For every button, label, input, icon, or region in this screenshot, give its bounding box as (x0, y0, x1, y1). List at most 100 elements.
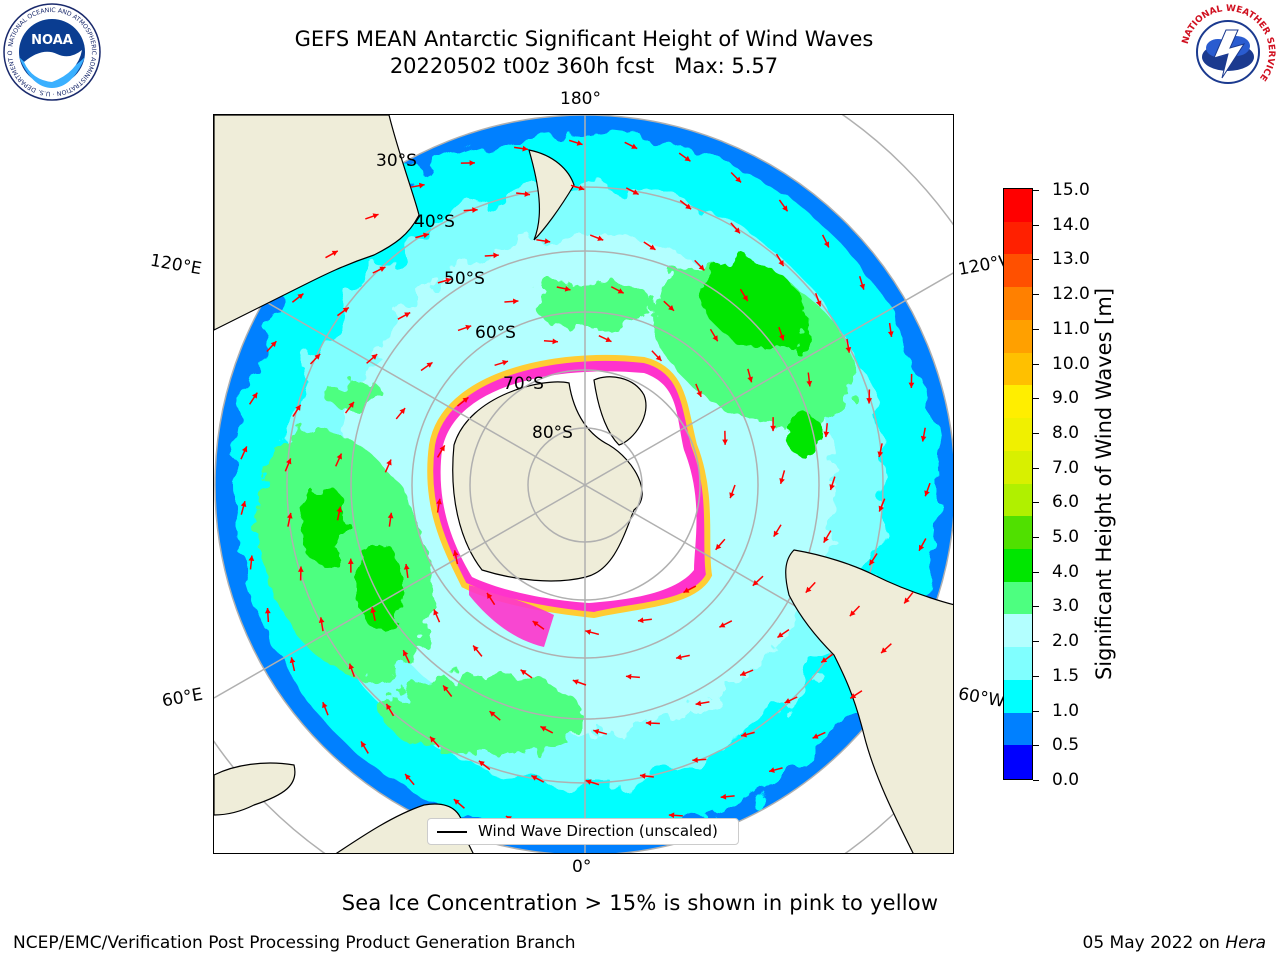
colorbar-tick-label: 9.0 (1052, 388, 1080, 409)
wave-arrow-head (423, 232, 429, 239)
wave-arrow-head (617, 288, 624, 294)
wave-arrow-head (585, 629, 592, 635)
wave-arrow-head (379, 266, 386, 272)
wave-arrow-head (773, 530, 779, 537)
wave-arrow-head (752, 579, 759, 586)
colorbar-tick-label: 5.0 (1052, 527, 1080, 548)
wave-arrow-head (779, 334, 785, 341)
wave-arrow-head (878, 505, 884, 512)
colorbar-tick-mark (1033, 190, 1039, 191)
wave-arrow-head (403, 564, 410, 570)
wave-arrow-head (462, 397, 469, 403)
wave-arrow-head (639, 773, 646, 779)
wave-arrow-head (465, 324, 472, 331)
colorbar-tick-label: 1.5 (1052, 665, 1080, 686)
wave-arrow-head (453, 799, 460, 805)
sea-ice-note: Sea Ice Concentration > 15% is shown in … (341, 891, 939, 915)
wave-arrow-head (729, 492, 735, 499)
wave-arrow-head (668, 305, 674, 311)
wave-arrow-head (908, 382, 915, 388)
wave-arrow-head (597, 235, 604, 241)
colorbar-title: Significant Height of Wind Waves [m] (1092, 287, 1116, 681)
wave-arrow-head (524, 191, 531, 197)
wave-arrow-head (782, 205, 788, 212)
wave-arrow-head (924, 490, 930, 497)
lat-label-80s: 80°S (532, 423, 573, 443)
wave-arrow-head (649, 244, 656, 250)
lon-label-180: 180° (560, 89, 601, 109)
colorbar-tick-mark (1033, 259, 1039, 261)
wave-arrow-head (779, 477, 785, 484)
colorbar-segment (1004, 548, 1032, 583)
colorbar-tick-label: 0.0 (1052, 770, 1080, 790)
wave-arrow-head (270, 341, 277, 348)
wave-arrow-head (297, 293, 304, 300)
wave-arrow-head (418, 182, 425, 189)
wave-arrow-head (439, 445, 445, 452)
colorbar-segment (1004, 647, 1032, 681)
colorbar-tick-label: 0.5 (1052, 735, 1080, 756)
wave-arrow-head (815, 300, 822, 307)
wave-arrow-head (770, 425, 776, 432)
wave-arrow-head (522, 145, 528, 152)
colorbar-tick-label: 8.0 (1052, 422, 1080, 443)
colorbar-tick-mark (1033, 606, 1039, 608)
wave-arrow-head (336, 453, 342, 460)
wave-arrow-head (473, 645, 479, 652)
wave-arrow-head (605, 336, 612, 342)
wave-arrow-head (348, 401, 354, 408)
wave-arrow-head (821, 657, 828, 663)
australia-land (214, 115, 420, 331)
run-date: 05 May 2022 on (1082, 933, 1220, 953)
wave-arrow-head (823, 536, 829, 543)
colorbar-tick-label: 2.0 (1052, 631, 1080, 652)
colorbar-segment (1004, 418, 1032, 452)
wave-arrow-head (318, 617, 325, 623)
wave-arrow-head (336, 506, 343, 513)
wave-arrow-head (845, 347, 852, 353)
colorbar-tick-label: 10.0 (1052, 353, 1090, 374)
wave-arrow-head (372, 213, 379, 219)
colorbar-segment (1004, 189, 1032, 223)
wave-arrow-head (386, 459, 392, 466)
wave-arrow-head (683, 587, 690, 593)
colorbar-segment (1004, 319, 1032, 354)
wave-arrow-head (877, 451, 884, 458)
wave-arrow-head (696, 390, 702, 397)
colorbar-segment (1004, 679, 1032, 714)
wave-arrow-head (404, 312, 411, 318)
wave-arrow-head (452, 550, 459, 556)
colorbar-tick-label: 11.0 (1052, 318, 1090, 339)
wave-arrow-head (487, 592, 493, 599)
wave-arrow-head (264, 608, 271, 614)
wave-arrow-head (806, 380, 813, 387)
colorbar (1003, 188, 1033, 780)
wave-arrow-head (740, 670, 747, 677)
colorbar-tick-mark (1033, 780, 1039, 781)
wave-arrow-head (469, 160, 475, 166)
lat-label-60s: 60°S (475, 323, 516, 343)
wave-arrow-head (777, 632, 784, 638)
lat-label-30s: 30°S (376, 151, 417, 171)
lat-label-50s: 50°S (444, 269, 485, 289)
wave-arrow-head (593, 728, 600, 735)
map-legend: Wind Wave Direction (unscaled) (427, 818, 739, 845)
colorbar-tick-label: 4.0 (1052, 561, 1080, 582)
colorbar-segment (1004, 287, 1032, 321)
wave-arrow-head (252, 392, 258, 399)
wave-arrow-head (347, 558, 354, 564)
lon-label-120e: 120°E (148, 250, 204, 280)
colorbar-tick-mark (1033, 294, 1039, 296)
wave-arrow-head (712, 335, 718, 342)
colorbar-segment (1004, 614, 1032, 648)
colorbar-tick-label: 13.0 (1052, 249, 1090, 270)
noaa-logo: NATIONAL OCEANIC AND ATMOSPHERIC ADMINIS… (2, 2, 101, 101)
wave-arrow-head (576, 140, 583, 146)
wave-arrow-head (314, 353, 321, 360)
wave-arrow-head (859, 283, 865, 290)
wave-arrow-head (655, 355, 662, 361)
wave-arrow-head (812, 733, 819, 739)
colorbar-tick-mark (1033, 641, 1039, 643)
wave-arrow-head (741, 731, 747, 738)
lon-label-60w: 60°W (956, 684, 1007, 712)
